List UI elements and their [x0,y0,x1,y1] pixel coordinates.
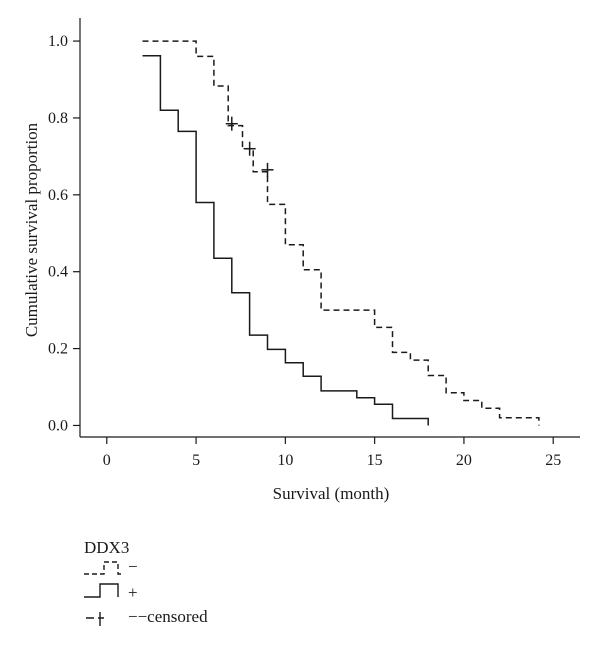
y-tick-label: 1.0 [48,33,68,50]
x-tick-label: 15 [367,452,383,469]
legend-label-positive: + [128,583,138,602]
ticks: 0 5 10 15 20 25 0.0 0.2 0.4 0.6 0.8 1.0 [48,33,561,469]
axes [79,18,580,438]
legend-swatch-solid [84,583,119,598]
legend-swatch-censored [86,612,104,626]
ddx3-positive-curve [142,54,429,426]
legend-entry-censored: −−censored [86,607,208,626]
x-tick-label: 25 [545,452,561,469]
legend-swatch-dashed [84,561,124,575]
y-tick-label: 0.6 [48,187,68,204]
legend-title: DDX3 [84,538,129,557]
x-tick-label: 20 [456,452,472,469]
x-tick-label: 5 [192,452,200,469]
y-tick-label: 0.4 [48,264,68,281]
y-axis-label: Cumulative survival proportion [22,122,41,337]
x-tick-label: 10 [277,452,293,469]
legend-entry-negative: − [84,557,138,576]
x-tick-label: 0 [103,452,111,469]
y-tick-label: 0.0 [48,417,68,434]
legend: DDX3 − + −−censored [84,538,208,626]
series-layer [142,40,540,426]
x-axis-label: Survival (month) [273,484,390,503]
legend-label-censored: −−censored [128,607,208,626]
y-tick-label: 0.8 [48,110,68,127]
legend-entry-positive: + [84,583,138,602]
ddx3-negative-curve [142,40,540,426]
y-tick-label: 0.2 [48,341,68,358]
legend-label-negative: − [128,557,138,576]
